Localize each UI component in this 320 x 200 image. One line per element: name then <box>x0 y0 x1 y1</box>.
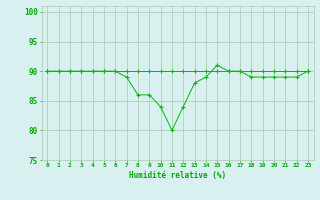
X-axis label: Humidité relative (%): Humidité relative (%) <box>129 171 226 180</box>
